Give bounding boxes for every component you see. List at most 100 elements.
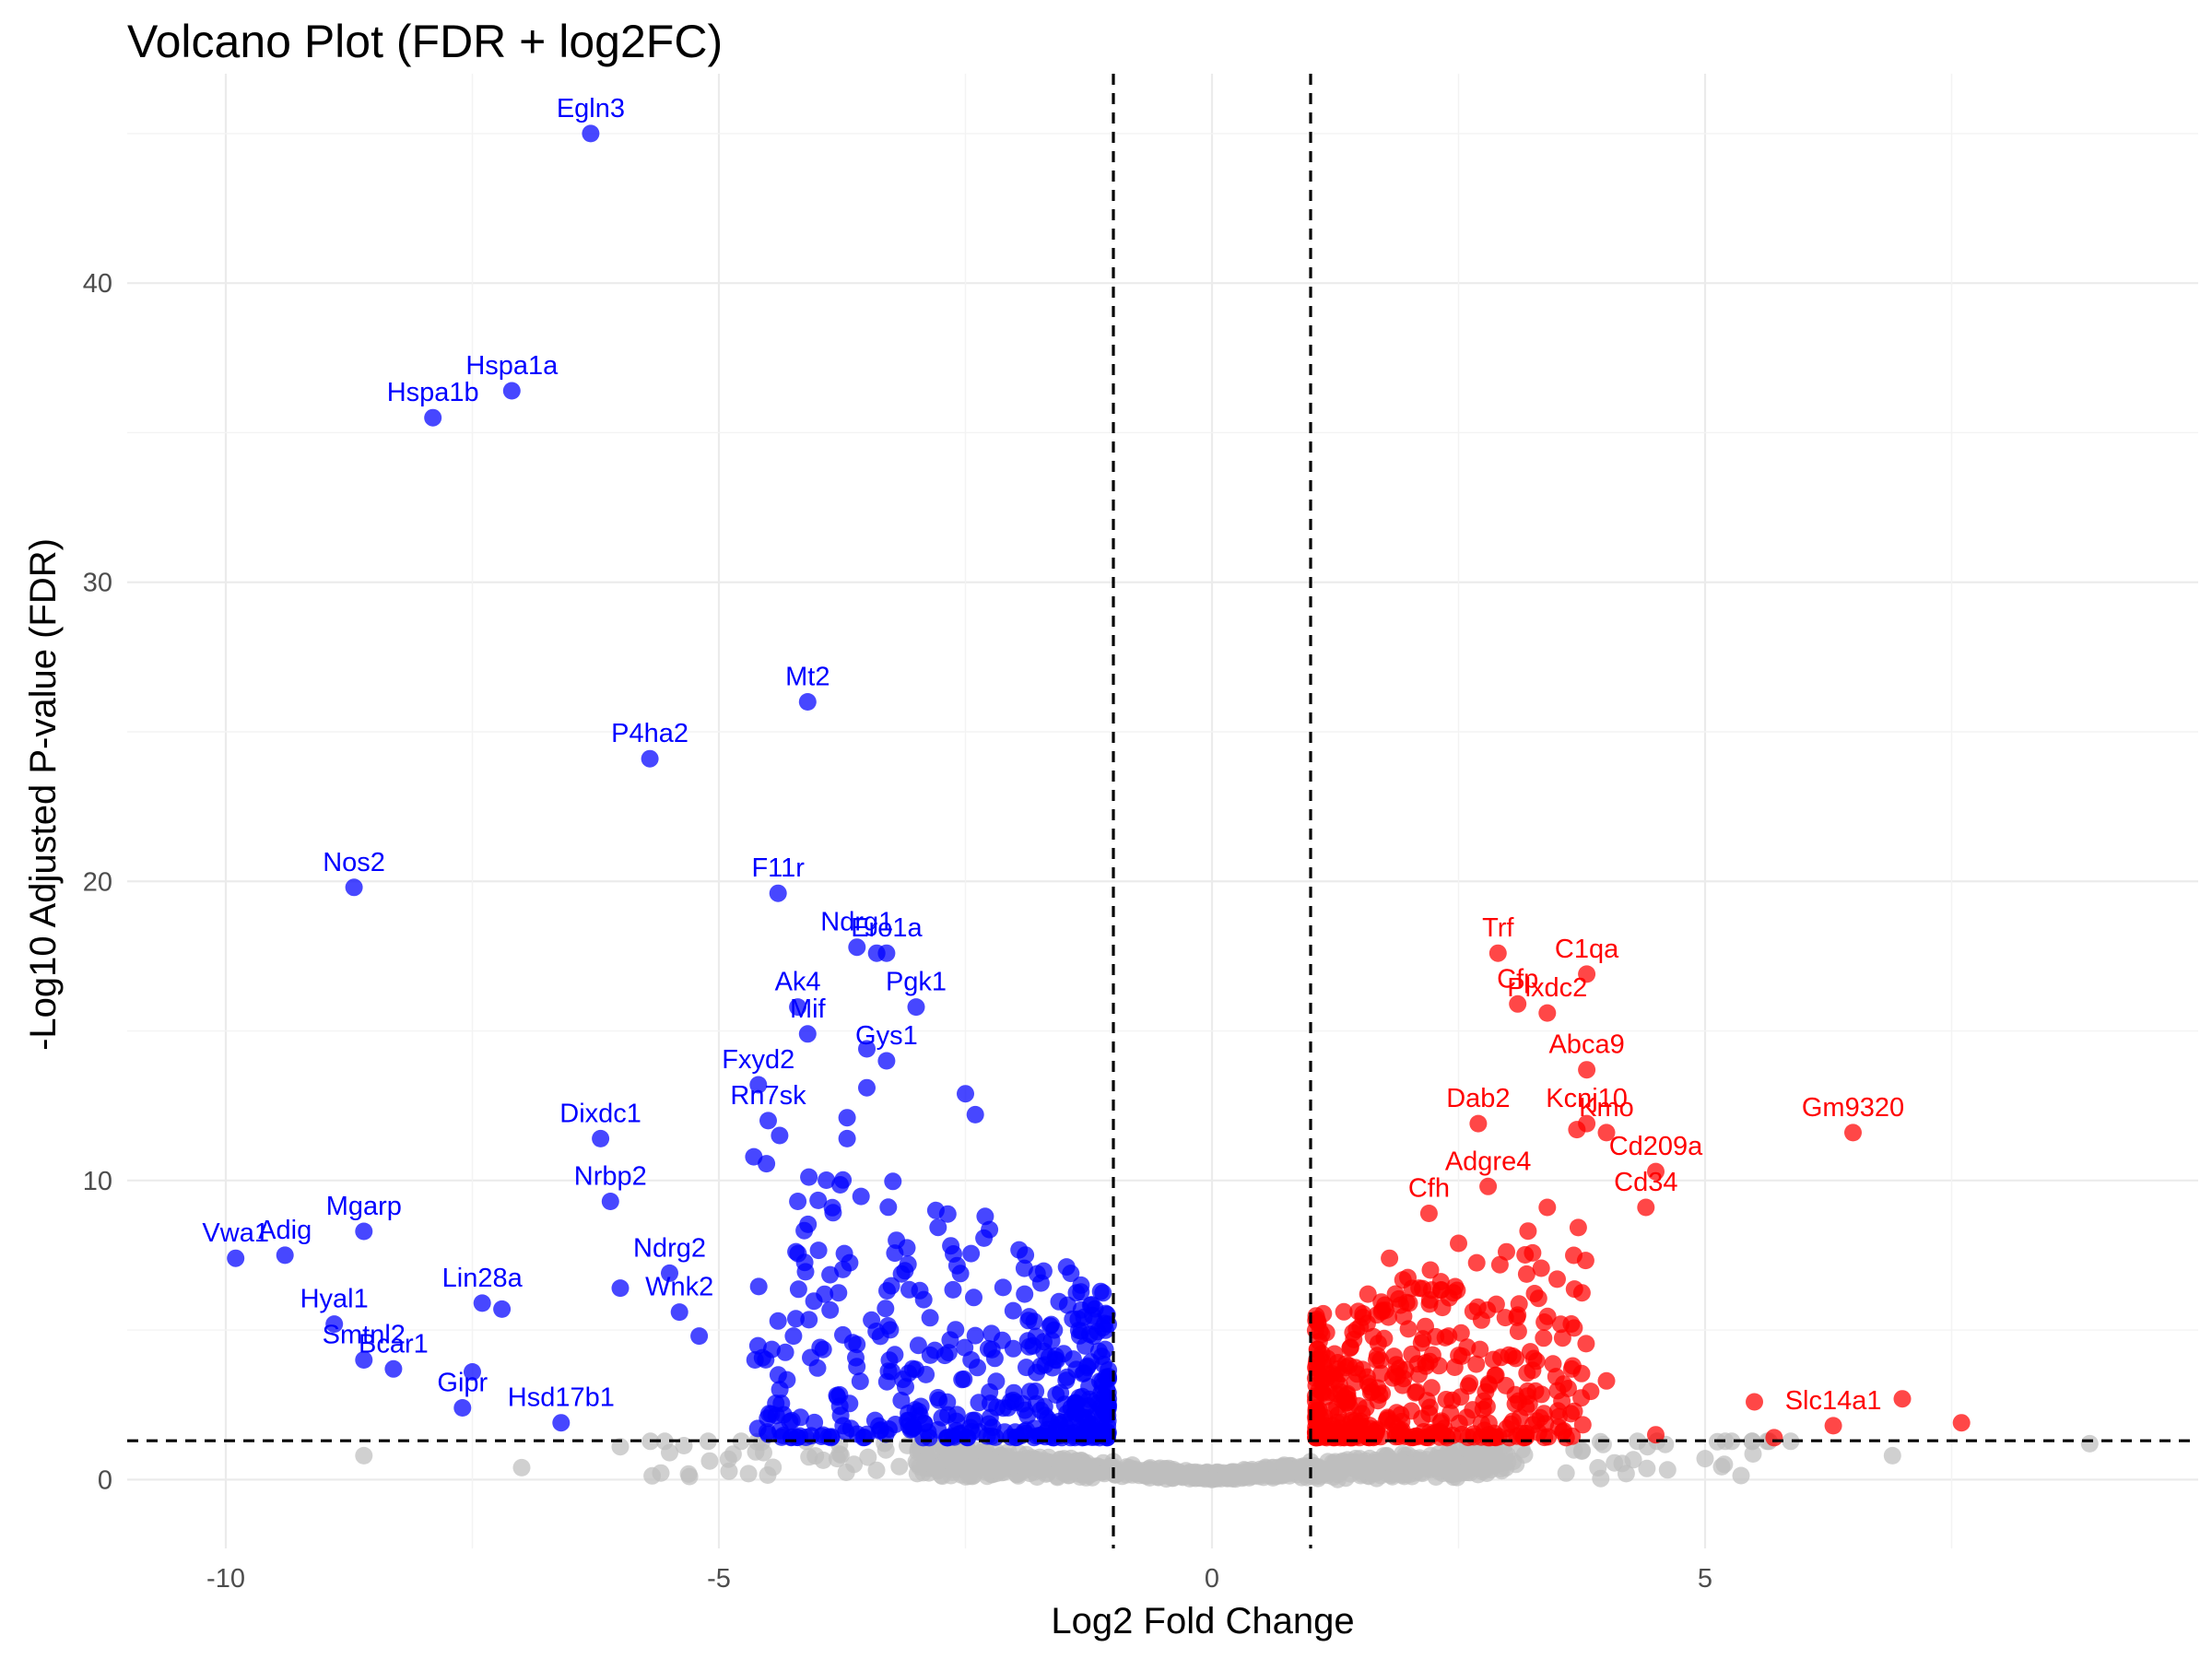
- labeled-point: [1440, 1327, 1458, 1346]
- threshold-lines: [127, 74, 2198, 1548]
- ns-point: [1557, 1464, 1575, 1482]
- point-label: Pgk1: [886, 968, 947, 997]
- down-point: [848, 1358, 866, 1376]
- x-axis-label: Log2 Fold Change: [1051, 1601, 1354, 1641]
- labeled-point: [1578, 1061, 1596, 1079]
- down-point: [1031, 1401, 1050, 1419]
- point-label: Trf: [1482, 913, 1514, 943]
- ns-point: [1006, 1455, 1024, 1474]
- down-point: [1020, 1308, 1039, 1326]
- point-label: Cd209a: [1609, 1132, 1703, 1161]
- chart-title: Volcano Plot (FDR + log2FC): [127, 16, 723, 67]
- y-axis-label: -Log10 Adjusted P-value (FDR): [23, 538, 64, 1051]
- point-label: Cd34: [1614, 1168, 1677, 1197]
- ns-point: [661, 1443, 678, 1462]
- labeled-point: [355, 1351, 373, 1369]
- up-point: [1569, 1218, 1587, 1237]
- labeled-point: [464, 1363, 481, 1381]
- labeled-point: [1488, 944, 1507, 962]
- down-point: [851, 1372, 869, 1391]
- down-point: [872, 1421, 889, 1439]
- up-point: [1371, 1351, 1390, 1370]
- up-point: [1354, 1308, 1372, 1326]
- grid-layer: [127, 74, 2198, 1548]
- ns-point: [907, 1453, 925, 1471]
- down-point: [796, 1263, 815, 1281]
- up-point: [1452, 1388, 1470, 1406]
- up-point: [1529, 1289, 1547, 1308]
- labeled-point: [976, 1207, 994, 1226]
- x-tick-label: 5: [1698, 1564, 1712, 1594]
- down-point: [879, 1317, 897, 1335]
- down-point: [879, 1198, 898, 1217]
- labeled-point: [1637, 1198, 1655, 1217]
- ns-point: [941, 1453, 959, 1471]
- labeled-point: [424, 408, 442, 427]
- up-point: [1421, 1261, 1440, 1279]
- ns-point: [1460, 1454, 1478, 1472]
- labeled-point: [769, 884, 787, 902]
- labeled-point: [1824, 1417, 1842, 1435]
- down-point: [1015, 1259, 1033, 1277]
- down-point: [884, 1172, 902, 1191]
- ns-point: [1235, 1461, 1253, 1479]
- labeled-point: [1381, 1249, 1399, 1267]
- point-label: Adgre4: [1445, 1147, 1532, 1176]
- ns-point: [679, 1465, 698, 1483]
- up-point: [1317, 1324, 1335, 1342]
- up-point: [1549, 1418, 1568, 1437]
- up-point: [1563, 1357, 1582, 1375]
- down-point: [961, 1418, 980, 1437]
- down-point: [1018, 1421, 1036, 1440]
- down-point: [814, 1340, 832, 1359]
- ns-point: [355, 1446, 373, 1465]
- down-point: [887, 1416, 904, 1433]
- down-point: [1034, 1262, 1053, 1280]
- ns-point: [1275, 1456, 1293, 1475]
- ns-point: [1171, 1465, 1190, 1483]
- up-point: [1430, 1357, 1448, 1375]
- down-point: [1027, 1382, 1045, 1400]
- point-label: Hyal1: [300, 1285, 369, 1314]
- labeled-point: [798, 1025, 817, 1043]
- down-point: [900, 1417, 918, 1435]
- labeled-point: [1538, 1004, 1557, 1022]
- up-point: [1348, 1365, 1366, 1383]
- ns-point: [1430, 1445, 1448, 1464]
- down-point: [1070, 1418, 1088, 1437]
- labeled-point: [867, 944, 886, 962]
- labeled-point: [1597, 1124, 1616, 1142]
- up-point: [1503, 1412, 1522, 1430]
- labeled-point: [582, 124, 600, 143]
- labeled-point: [641, 749, 659, 768]
- labeled-point: [1360, 1378, 1379, 1396]
- point-label: Wnk2: [645, 1273, 713, 1302]
- labeled-point: [473, 1294, 491, 1312]
- ns-point: [1723, 1432, 1741, 1451]
- ns-point: [890, 1457, 909, 1476]
- ns-point: [1573, 1441, 1592, 1460]
- ns-point: [1883, 1446, 1901, 1465]
- ns-point: [1154, 1462, 1171, 1480]
- down-point: [1017, 1246, 1035, 1265]
- labeled-point: [1509, 1306, 1527, 1324]
- up-point: [1500, 1429, 1519, 1447]
- down-point: [1047, 1385, 1065, 1404]
- down-point: [1054, 1345, 1073, 1363]
- down-point: [914, 1290, 933, 1309]
- down-point: [1054, 1413, 1073, 1431]
- labeled-point: [1952, 1414, 1971, 1432]
- down-point: [941, 1331, 959, 1349]
- down-point: [1092, 1401, 1111, 1419]
- down-point: [831, 1176, 850, 1194]
- down-point: [909, 1336, 927, 1355]
- ns-point: [700, 1452, 719, 1470]
- point-label: Ero1a: [851, 913, 923, 943]
- up-point: [1533, 1385, 1550, 1404]
- down-point: [831, 1406, 850, 1425]
- down-point: [929, 1389, 947, 1406]
- down-point: [748, 1336, 767, 1355]
- labeled-point: [789, 1193, 807, 1210]
- labeled-point: [907, 998, 925, 1017]
